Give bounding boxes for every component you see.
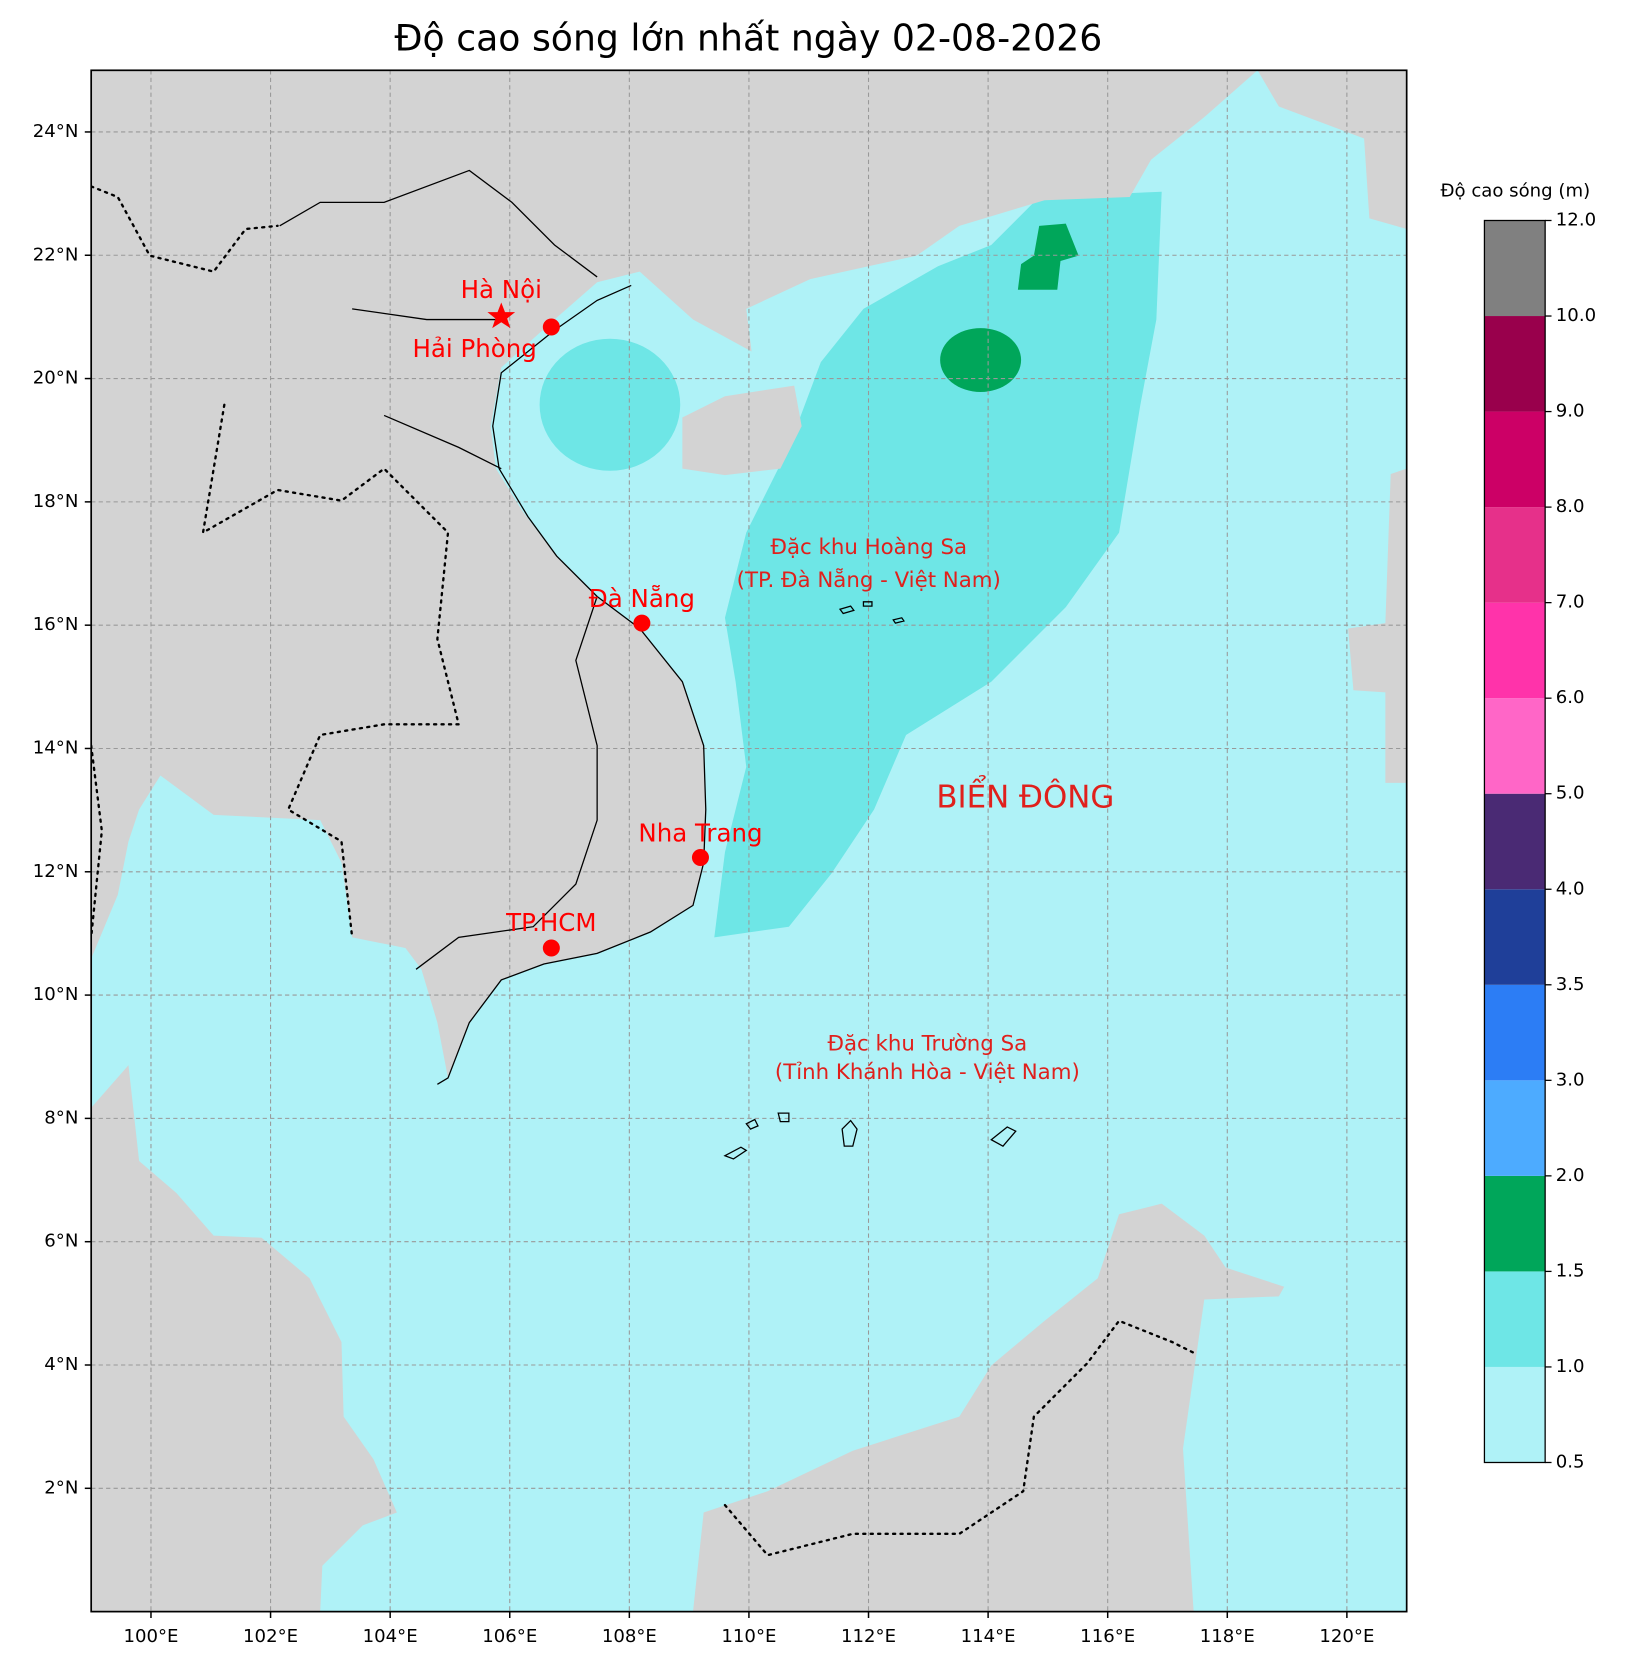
annotation: Đặc khu Hoàng Sa <box>770 535 967 560</box>
y-tick-label: 12°N <box>33 861 79 882</box>
colorbar: 0.5 1.0 1.5 2.0 3.0 3.5 4.0 5.0 6.0 7.0 8.0 9.0 10.0… <box>1483 209 1596 1472</box>
sea-wave-zone <box>940 328 1022 392</box>
sea-wave-zone <box>539 338 681 471</box>
colorbar-segment <box>1484 889 1546 985</box>
x-tick-label: 116°E <box>1080 1626 1135 1647</box>
land <box>91 1065 397 1612</box>
y-tick-label: 2°N <box>44 1477 78 1498</box>
colorbar-tick-label: 3.5 <box>1556 974 1585 995</box>
y-tick-label: 20°N <box>33 368 79 389</box>
colorbar-tick-label: 4.0 <box>1556 878 1585 899</box>
title: Độ cao sóng lớn nhất ngày 02-08-2026 <box>394 16 1102 59</box>
city-label: TP.HCM <box>505 908 596 937</box>
colorbar-segment <box>1484 411 1546 508</box>
city-label: Hà Nội <box>461 275 542 304</box>
capital-marker <box>487 302 516 329</box>
city-markers <box>487 302 709 957</box>
annotation: BIỂN ĐÔNG <box>936 774 1114 815</box>
y-tick-label: 4°N <box>44 1354 78 1375</box>
islands <box>723 601 1017 1160</box>
y-tick-label: 18°N <box>33 491 79 512</box>
city-label: Đà Nẵng <box>589 584 695 613</box>
colorbar-tick-label: 3.0 <box>1556 1069 1585 1090</box>
x-tick-label: 112°E <box>841 1626 896 1647</box>
city-marker <box>542 318 560 336</box>
colorbar-label: Độ cao sóng (m) <box>1440 181 1590 202</box>
land <box>1257 70 1407 230</box>
colorbar-segment <box>1484 1271 1546 1367</box>
country-border <box>723 1319 1195 1557</box>
colorbar-tick-label: 5.0 <box>1556 783 1585 804</box>
y-tick-label: 16°N <box>33 614 79 635</box>
y-tick-label: 8°N <box>44 1107 78 1128</box>
province-borders <box>279 169 598 970</box>
land <box>682 385 802 476</box>
colorbar-tick-label: 1.0 <box>1556 1356 1585 1377</box>
city-marker <box>633 614 651 632</box>
colorbar-segment <box>1484 1175 1546 1272</box>
colorbar-tick-label: 9.0 <box>1556 401 1585 422</box>
land <box>1348 468 1407 783</box>
y-tick-label: 24°N <box>33 121 79 142</box>
city-label: Hải Phòng <box>412 334 536 363</box>
annotation: (TP. Đà Nẵng - Việt Nam) <box>737 567 1001 593</box>
x-tick-label: 110°E <box>721 1626 776 1647</box>
colorbar-tick-label: 12.0 <box>1556 209 1596 230</box>
colorbar-tick-label: 6.0 <box>1556 687 1585 708</box>
country-border <box>91 185 461 939</box>
y-tick-label: 6°N <box>44 1231 78 1252</box>
city-marker <box>691 848 709 866</box>
y-tick-label: 22°N <box>33 244 79 265</box>
colorbar-segment <box>1484 602 1546 699</box>
colorbar-tick-label: 10.0 <box>1556 305 1596 326</box>
axes: 100°E 102°E 104°E 106°E 108°E 110°E 112°E 114°E… <box>33 121 1375 1647</box>
y-tick-label: 10°N <box>33 984 79 1005</box>
annotation: (Tỉnh Khánh Hòa - Việt Nam) <box>775 1060 1080 1085</box>
colorbar-tick-label: 0.5 <box>1556 1451 1585 1472</box>
colorbar-segment <box>1484 793 1546 890</box>
x-tick-label: 118°E <box>1200 1626 1255 1647</box>
land <box>91 70 1258 1078</box>
x-tick-label: 104°E <box>363 1626 418 1647</box>
colorbar-segment <box>1484 507 1546 603</box>
colorbar-segment <box>1484 1366 1546 1463</box>
map <box>91 70 1407 1612</box>
sea-wave-zone <box>1017 223 1079 290</box>
colorbar-frame <box>1483 219 1546 1464</box>
colorbar-segment <box>1484 220 1546 317</box>
x-tick-label: 100°E <box>123 1626 178 1647</box>
colorbar-segment <box>1484 698 1546 794</box>
annotation: Đặc khu Trường Sa <box>828 1031 1028 1056</box>
city-marker <box>542 939 560 957</box>
x-tick-label: 106°E <box>482 1626 537 1647</box>
colorbar-tick-label: 8.0 <box>1556 496 1585 517</box>
colorbar-segment <box>1484 984 1546 1081</box>
city-label: Nha Trang <box>638 818 762 847</box>
colorbar-tick-label: 7.0 <box>1556 592 1585 613</box>
x-tick-label: 114°E <box>961 1626 1016 1647</box>
colorbar-tick-label: 1.5 <box>1556 1260 1585 1281</box>
y-tick-label: 14°N <box>33 737 79 758</box>
colorbar-segment <box>1484 316 1546 412</box>
colorbar-segment <box>1484 1080 1546 1176</box>
x-tick-label: 102°E <box>243 1626 298 1647</box>
x-tick-label: 108°E <box>602 1626 657 1647</box>
colorbar-tick-label: 2.0 <box>1556 1165 1585 1186</box>
coastline <box>437 284 707 1085</box>
x-tick-label: 120°E <box>1319 1626 1374 1647</box>
